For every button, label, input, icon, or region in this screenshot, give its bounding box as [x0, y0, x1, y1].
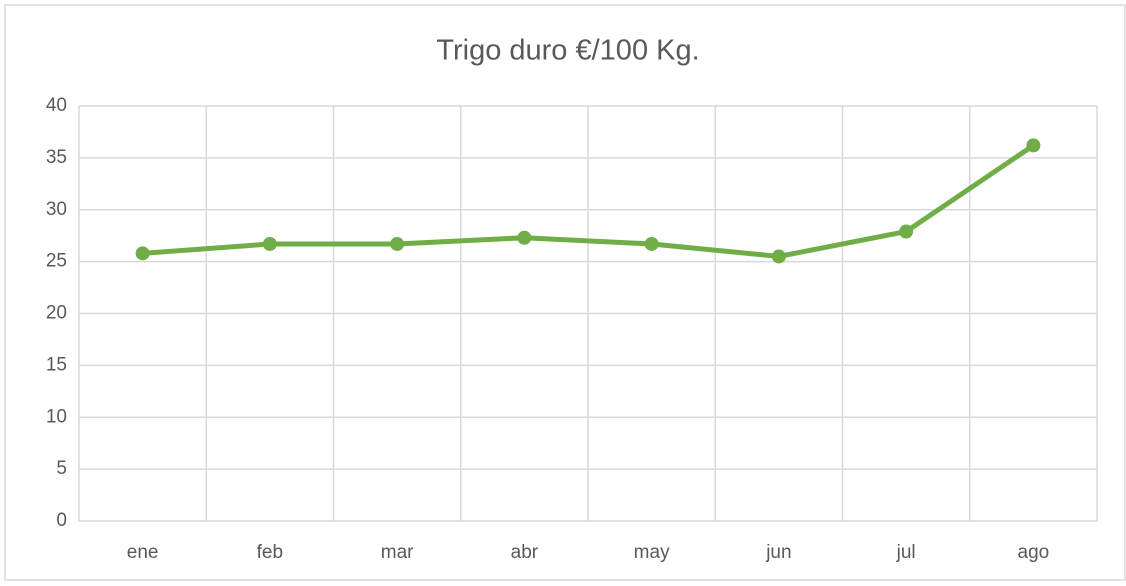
- y-tick-label: 25: [46, 251, 67, 272]
- y-tick-label: 0: [56, 510, 67, 531]
- marker: [1026, 138, 1041, 153]
- x-tick-label: abr: [511, 542, 539, 563]
- chart-border: [4, 4, 1126, 581]
- y-tick-label: 5: [56, 458, 67, 479]
- marker: [135, 246, 150, 261]
- marker: [517, 230, 532, 245]
- x-tick-label: feb: [257, 542, 283, 563]
- line: [142, 143, 1035, 259]
- marker: [644, 236, 659, 251]
- marker: [771, 249, 786, 264]
- y-tick-label: 15: [46, 354, 67, 375]
- x-tick-label: ene: [127, 542, 159, 563]
- x-tick-label: mar: [381, 542, 414, 563]
- chart-title: Trigo duro €/100 Kg.: [436, 35, 699, 67]
- y-tick-label: 10: [46, 406, 67, 427]
- x-tick-label: may: [634, 542, 670, 563]
- y-tick-label: 30: [46, 199, 67, 220]
- y-tick-label: 40: [46, 95, 67, 116]
- x-tick-label: jul: [896, 542, 916, 563]
- marker: [390, 236, 405, 251]
- y-tick-label: 20: [46, 303, 67, 324]
- marker: [262, 236, 277, 251]
- marker: [899, 224, 914, 239]
- x-tick-label: ago: [1018, 542, 1050, 563]
- x-tick-label: jun: [765, 542, 791, 563]
- y-tick-label: 35: [46, 147, 67, 168]
